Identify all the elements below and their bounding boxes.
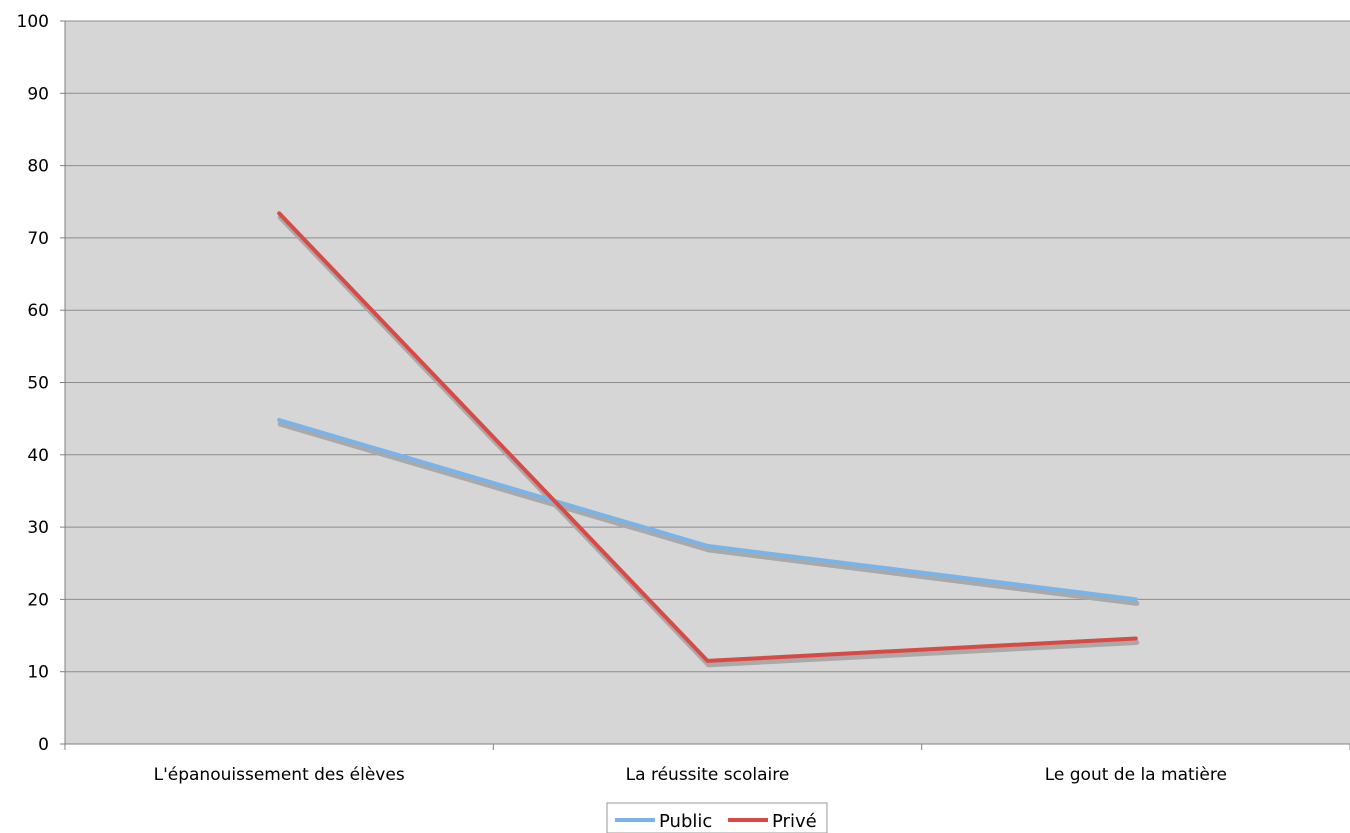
- legend: Public Privé: [606, 802, 828, 833]
- y-tick-label: 10: [27, 663, 49, 683]
- axes: [60, 20, 1350, 750]
- y-tick-label: 50: [27, 374, 49, 394]
- y-tick-label: 90: [27, 84, 49, 104]
- series-shadow: [277, 421, 1140, 606]
- y-tick-label: 70: [27, 229, 49, 249]
- gridlines: [65, 20, 1350, 673]
- legend-label-public: Public: [659, 811, 712, 832]
- y-tick-label: 80: [27, 157, 49, 177]
- y-tick-label: 40: [27, 446, 49, 466]
- x-tick-label: Le gout de la matière: [1045, 765, 1227, 785]
- y-tick-label: 100: [17, 12, 49, 32]
- y-tick-label: 60: [27, 301, 49, 321]
- y-tick-label: 30: [27, 518, 49, 538]
- x-tick-label: L'épanouissement des élèves: [154, 765, 405, 785]
- x-axis-tick-labels: L'épanouissement des élèves La réussite s…: [154, 765, 1227, 785]
- series-lines: [277, 211, 1138, 663]
- series-shadows: [277, 214, 1140, 668]
- series-shadow: [277, 214, 1140, 668]
- legend-label-prive: Privé: [772, 811, 817, 832]
- y-axis-tick-labels: 0 10 20 30 40 50 60 70 80 90 100: [17, 12, 49, 755]
- y-tick-label: 20: [27, 590, 49, 610]
- x-tick-label: La réussite scolaire: [626, 765, 790, 785]
- y-tick-label: 0: [38, 735, 49, 755]
